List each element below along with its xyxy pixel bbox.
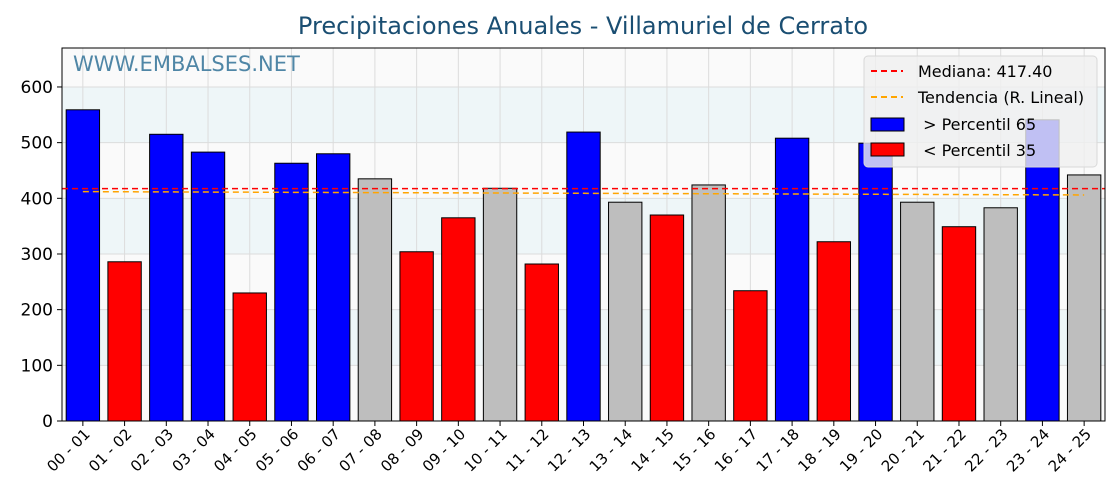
x-tick-label: 04 - 05 xyxy=(210,425,260,475)
x-tick-label: 23 - 24 xyxy=(1003,425,1053,475)
x-tick-label: 17 - 18 xyxy=(753,425,803,475)
bar-18-19 xyxy=(816,241,852,422)
bar-13-14 xyxy=(608,201,643,422)
legend-low-label: < Percentil 35 xyxy=(918,141,1036,160)
y-tick-label: 300 xyxy=(21,245,53,265)
legend: Mediana: 417.40 Tendencia (R. Lineal) > … xyxy=(863,55,1098,168)
legend-trend-label: Tendencia (R. Lineal) xyxy=(917,88,1084,107)
x-tick-label: 03 - 04 xyxy=(169,425,219,475)
bar-15-16 xyxy=(691,184,726,422)
x-tick-label: 06 - 07 xyxy=(294,425,344,475)
bar-00-01 xyxy=(65,109,101,422)
x-tick-label: 19 - 20 xyxy=(836,425,886,475)
bar-06-07 xyxy=(315,153,351,422)
y-tick-label: 100 xyxy=(21,356,53,376)
x-tick-label: 18 - 19 xyxy=(794,425,844,475)
x-tick-label: 11 - 12 xyxy=(502,425,552,475)
x-tick-label: 13 - 14 xyxy=(586,425,636,475)
x-tick-label: 05 - 06 xyxy=(252,425,302,475)
x-tick-label: 10 - 11 xyxy=(461,425,511,475)
bar-03-04 xyxy=(190,151,226,422)
x-tick-label: 20 - 21 xyxy=(878,425,928,475)
bar-19-20 xyxy=(858,142,893,422)
bar-09-10 xyxy=(441,217,476,422)
bar-10-11 xyxy=(482,187,518,422)
x-tick-label: 07 - 08 xyxy=(335,425,385,475)
y-tick-label: 600 xyxy=(21,78,53,98)
x-tick-label: 09 - 10 xyxy=(419,425,469,475)
x-tick-label: 00 - 01 xyxy=(43,425,93,475)
legend-median-label: Mediana: 417.40 xyxy=(918,62,1052,81)
bar-24-25 xyxy=(1066,174,1102,422)
legend-low-swatch xyxy=(870,142,905,157)
bar-04-05 xyxy=(232,292,267,422)
trend-line xyxy=(82,190,1085,196)
x-tick-label: 14 - 15 xyxy=(627,425,677,475)
x-tick-label: 02 - 03 xyxy=(127,425,177,475)
x-tick-label: 21 - 22 xyxy=(920,425,970,475)
legend-box xyxy=(863,55,1098,168)
bar-17-18 xyxy=(774,137,810,422)
y-tick-label: 200 xyxy=(21,301,53,321)
watermark: WWW.EMBALSES.NET xyxy=(73,52,300,76)
y-tick-label: 0 xyxy=(42,412,53,432)
x-tick-label: 16 - 17 xyxy=(711,425,761,475)
y-tick-label: 400 xyxy=(21,189,53,209)
bar-14-15 xyxy=(649,214,685,422)
legend-high-swatch xyxy=(870,117,905,132)
bar-23-24 xyxy=(1025,119,1060,422)
bar-07-08 xyxy=(357,178,393,422)
bar-01-02 xyxy=(107,261,142,422)
bar-02-03 xyxy=(149,133,184,422)
bar-11-12 xyxy=(524,263,559,422)
x-tick-label: 15 - 16 xyxy=(669,425,719,475)
x-tick-label: 24 - 25 xyxy=(1045,425,1095,475)
bar-22-23 xyxy=(983,207,1018,422)
y-tick-label: 500 xyxy=(21,134,53,154)
bar-21-22 xyxy=(941,226,977,422)
x-tick-label: 22 - 23 xyxy=(961,425,1011,475)
bar-12-13 xyxy=(566,131,601,422)
bar-16-17 xyxy=(733,290,768,422)
chart-title: Precipitaciones Anuales - Villamuriel de… xyxy=(298,12,868,40)
x-tick-label: 12 - 13 xyxy=(544,425,594,475)
legend-high-label: > Percentil 65 xyxy=(918,115,1036,134)
bar-08-09 xyxy=(399,251,434,422)
bar-05-06 xyxy=(274,162,309,422)
bar-20-21 xyxy=(900,201,935,422)
x-tick-label: 01 - 02 xyxy=(85,425,135,475)
x-tick-label: 08 - 09 xyxy=(377,425,427,475)
